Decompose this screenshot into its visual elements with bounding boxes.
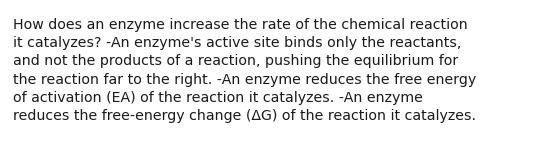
Text: How does an enzyme increase the rate of the chemical reaction
it catalyzes? -An : How does an enzyme increase the rate of …: [13, 18, 476, 123]
